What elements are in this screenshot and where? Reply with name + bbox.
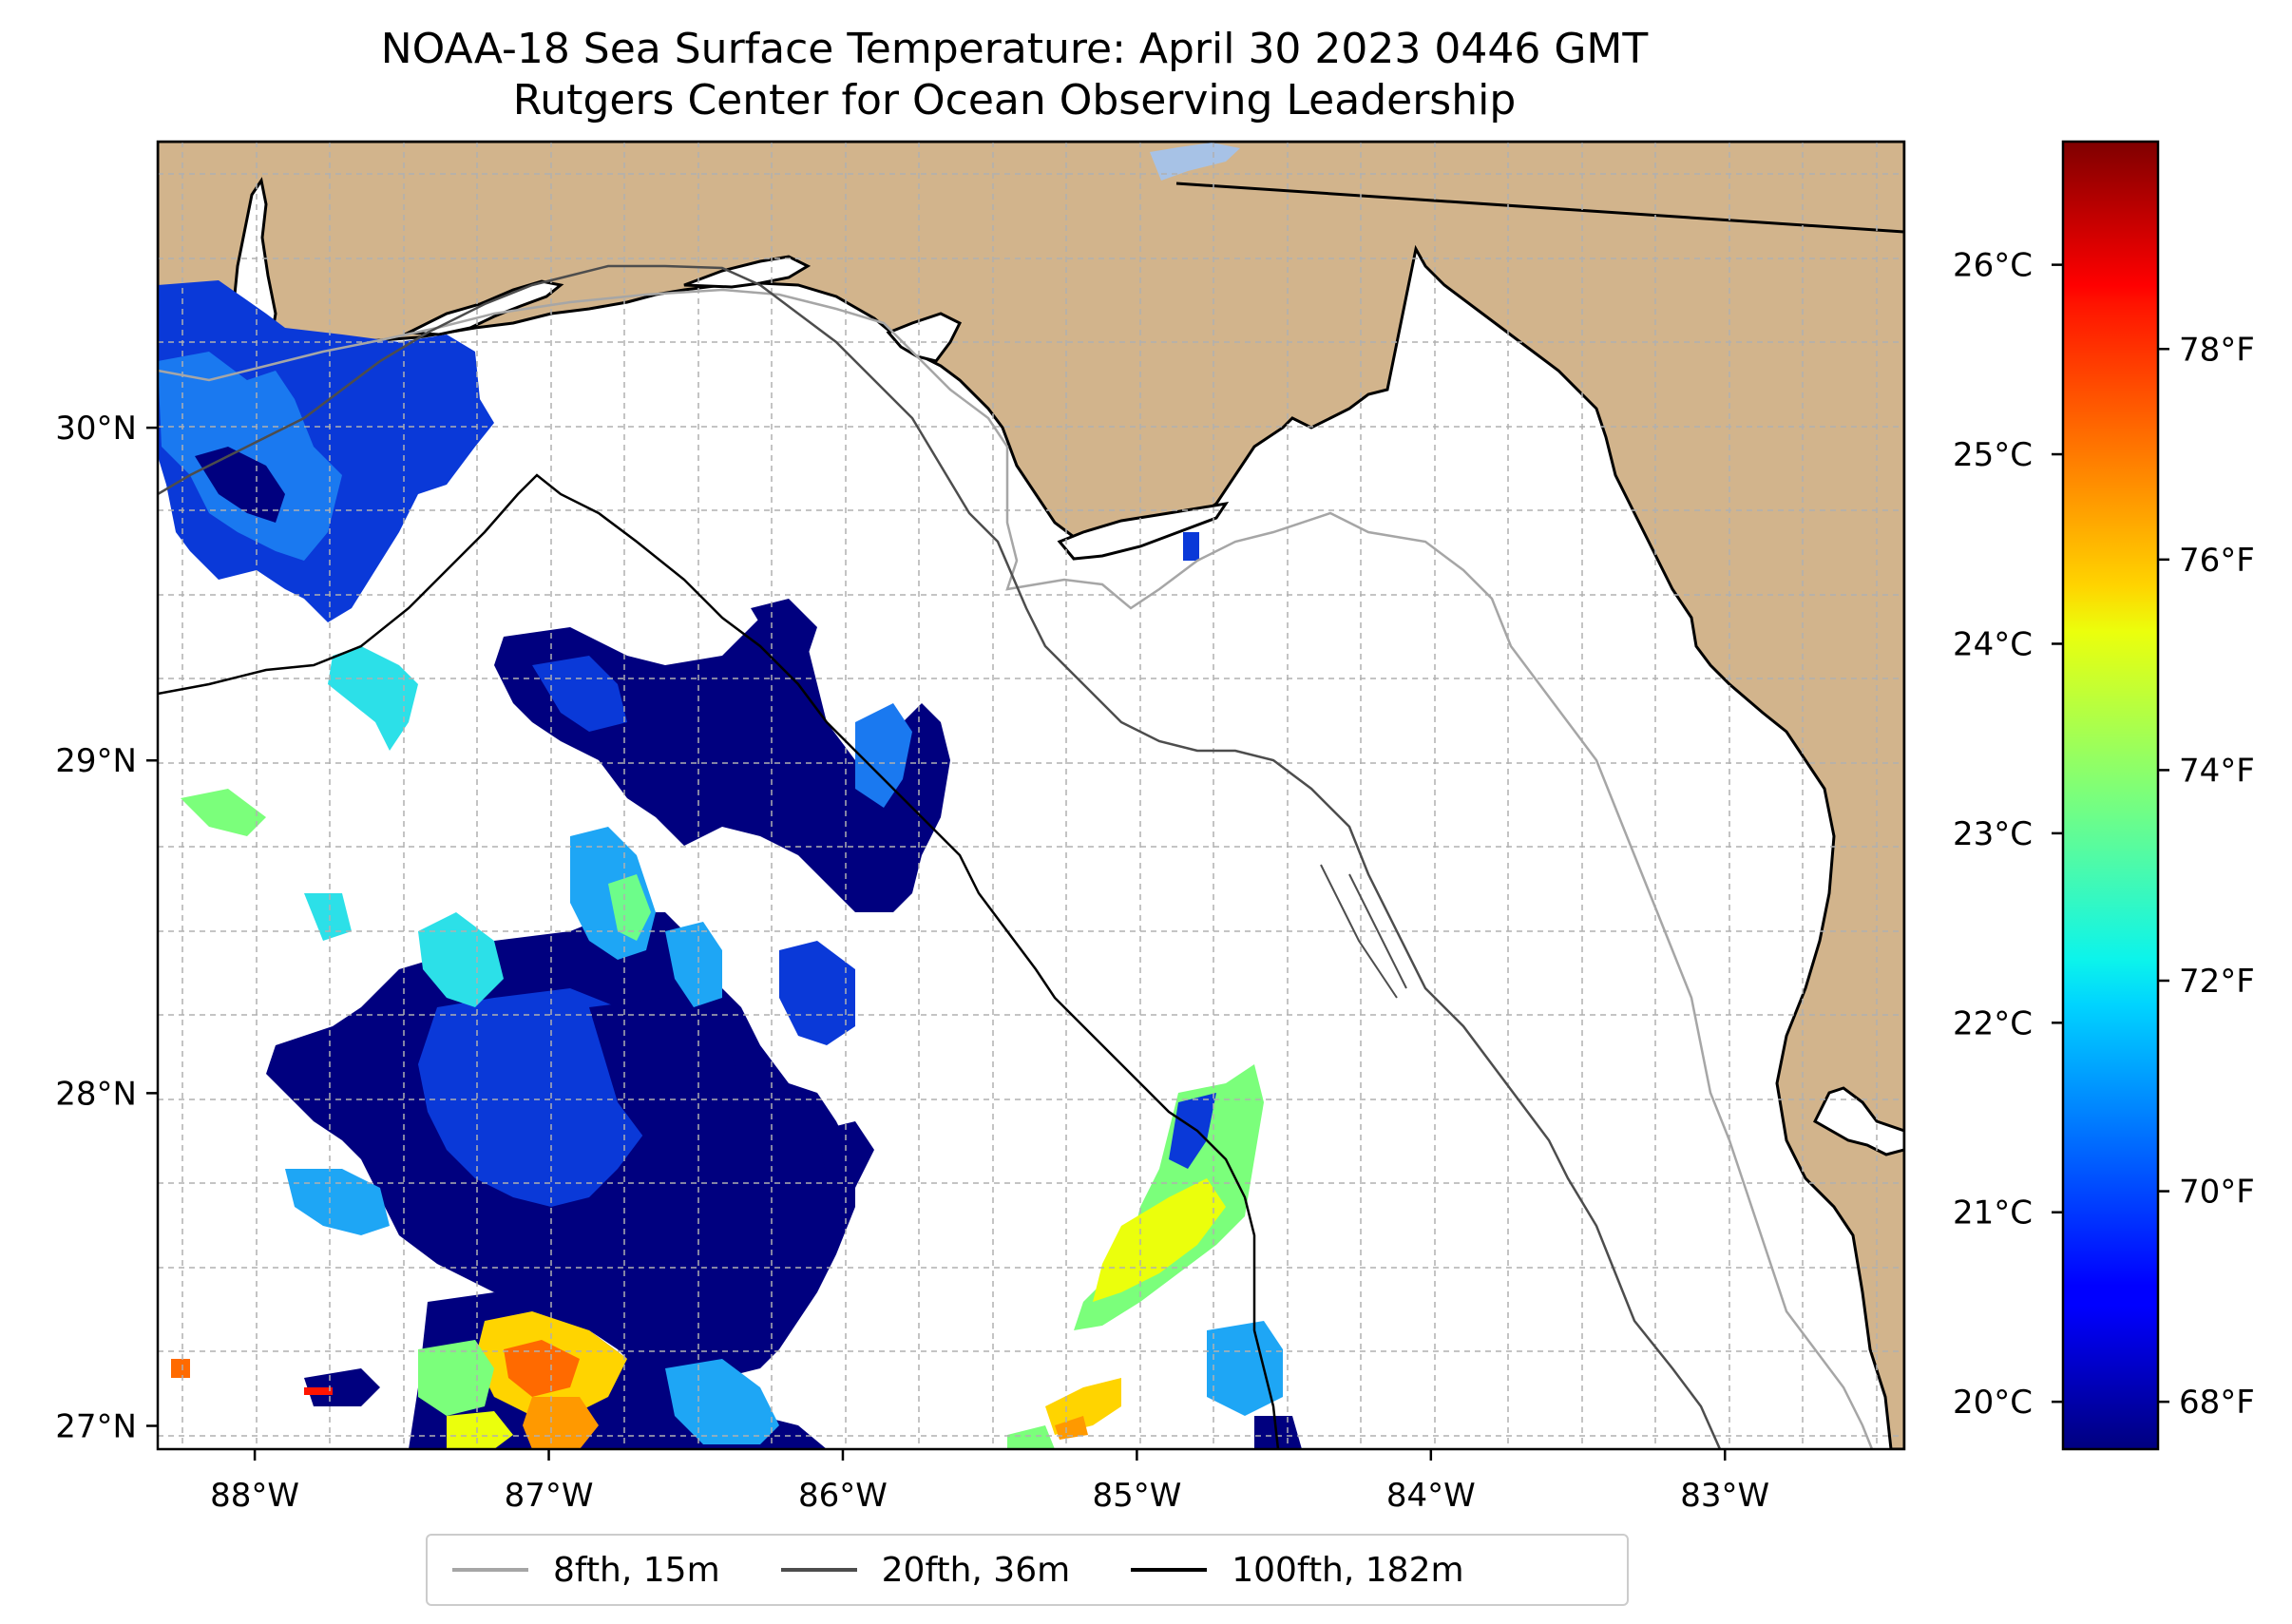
lake [1150,143,1240,181]
sst-raster [158,280,1302,1449]
x-tick-label: 86°W [798,1477,888,1515]
fahrenheit-tick-label: 76°F [2179,542,2255,580]
x-tick-label: 87°W [505,1477,594,1515]
x-tick-label: 85°W [1092,1477,1181,1515]
legend-label-100fth: 100fth, 182m [1232,1550,1464,1590]
map-border [156,140,1906,1451]
legend-swatch-8fth [452,1568,528,1572]
celsius-tick-label: 24°C [1953,625,2033,663]
x-tick-label: 88°W [210,1477,299,1515]
fahrenheit-tick-label: 74°F [2179,752,2255,790]
celsius-tick-label: 20°C [1953,1384,2033,1422]
apalachicola-bay [1057,501,1230,561]
legend-swatch-20fth [780,1568,857,1572]
y-tick-label: 28°N [55,1075,137,1113]
chart-title: NOAA-18 Sea Surface Temperature: April 3… [380,25,1649,73]
x-tick-label: 83°W [1680,1477,1769,1515]
x-axis: 88°W 87°W 86°W 85°W 84°W 83°W [210,1449,1769,1515]
gridlines [158,142,1904,1449]
celsius-tick-label: 25°C [1953,436,2033,474]
legend-label-20fth: 20fth, 36m [881,1550,1071,1590]
legend-swatch-100fth [1131,1568,1208,1572]
y-axis: 30°N 29°N 28°N 27°N [55,410,158,1445]
isobath-legend: 8fth, 15m 20fth, 36m 100fth, 182m [426,1534,1629,1606]
celsius-tick-label: 21°C [1953,1194,2033,1232]
pensacola-bay [403,279,564,336]
celsius-tick-label: 22°C [1953,1004,2033,1042]
shoal-contours [1320,864,1407,999]
celsius-tick-label: 23°C [1953,815,2033,853]
y-tick-label: 29°N [55,742,137,780]
y-tick-label: 30°N [55,410,137,448]
map-panel [158,142,1904,1449]
isobath-20fth [158,264,1722,1449]
st-andrew-bay [886,312,963,363]
fahrenheit-tick-label: 78°F [2179,331,2255,369]
celsius-tick-label: 26°C [1953,247,2033,285]
y-tick-label: 27°N [55,1407,137,1445]
chart-subtitle: Rutgers Center for Ocean Observing Leade… [512,76,1517,124]
legend-label-8fth: 8fth, 15m [553,1550,720,1590]
colorbar-gradient [2061,140,2160,1451]
x-tick-label: 84°W [1386,1477,1476,1515]
isobath-100fth [158,473,1280,1449]
state-boundary [1175,182,1904,234]
choctawhatchee-bay [683,255,812,289]
colorbar: 26°C 25°C 24°C 23°C 22°C 21°C 20°C 78°F 76°F 74°… [1953,140,2255,1451]
fahrenheit-tick-label: 72°F [2179,963,2255,1001]
isobath-8fth [158,288,1874,1449]
legend-item-20fth: 20fth, 36m [780,1550,1071,1590]
fahrenheit-tick-label: 70°F [2179,1174,2255,1212]
legend-item-100fth: 100fth, 182m [1131,1550,1464,1590]
tampa-bay [1813,1086,1904,1156]
fahrenheit-tick-label: 68°F [2179,1384,2255,1422]
legend-item-8fth: 8fth, 15m [452,1551,720,1590]
